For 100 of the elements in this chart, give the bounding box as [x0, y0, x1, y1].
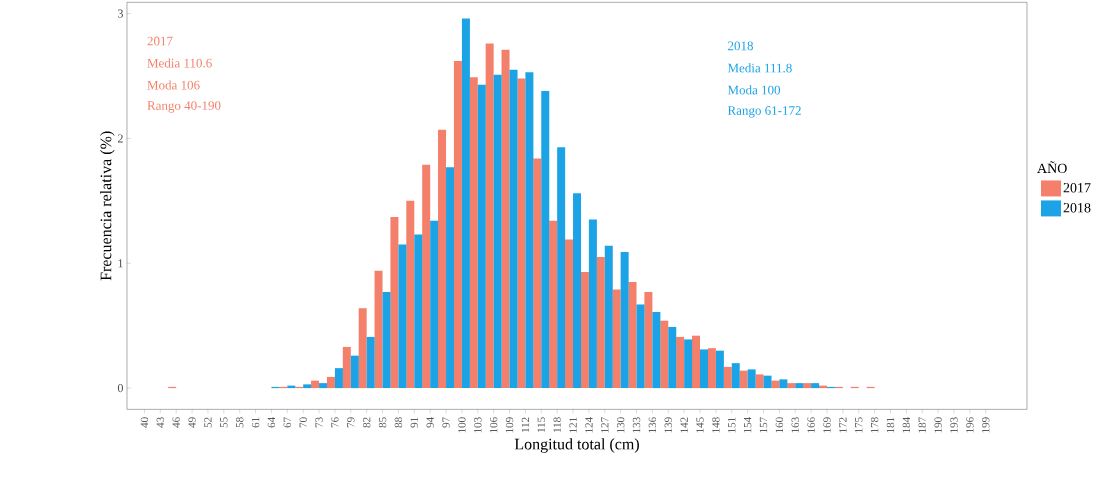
bar — [406, 200, 415, 389]
legend-title: AÑO — [1037, 161, 1067, 174]
bar — [422, 164, 431, 389]
x-tick-label: 67 — [283, 417, 291, 428]
bar — [795, 383, 804, 389]
x-tick-label: 109 — [505, 417, 514, 433]
annotation: Rango 61-172 — [727, 106, 801, 118]
legend-label: 2018 — [1063, 203, 1091, 213]
x-tick-label: 145 — [696, 417, 704, 433]
bar — [366, 336, 375, 389]
bar — [398, 244, 407, 389]
x-tick-label: 112 — [521, 417, 530, 432]
bar — [303, 384, 312, 389]
x-tick-label: 55 — [220, 417, 228, 428]
bar — [469, 77, 478, 389]
bar — [453, 61, 462, 389]
bar — [573, 193, 582, 389]
x-tick-label: 175 — [855, 417, 863, 433]
bar — [438, 129, 447, 389]
x-tick-label: 157 — [759, 417, 768, 433]
bar — [811, 383, 820, 389]
x-tick-label: 169 — [823, 417, 831, 433]
legend-label: 2017 — [1063, 183, 1091, 193]
bar — [374, 270, 383, 389]
bar — [580, 272, 589, 389]
bar — [676, 336, 685, 389]
x-tick-label: 130 — [616, 417, 625, 433]
y-tick-label: 3 — [118, 9, 123, 18]
x-tick-label: 88 — [394, 417, 403, 428]
bar — [636, 304, 645, 389]
bar — [533, 158, 542, 389]
bar — [596, 257, 605, 389]
annotation: Moda 100 — [727, 85, 781, 95]
x-tick-label: 94 — [426, 417, 434, 428]
bar — [707, 348, 716, 389]
x-tick-label: 100 — [458, 417, 466, 433]
bar — [771, 380, 780, 389]
x-tick-label: 133 — [632, 417, 641, 433]
bar — [501, 49, 510, 389]
x-tick-label: 58 — [235, 417, 244, 428]
x-tick-label: 40 — [140, 417, 149, 428]
annotation: Media 110.6 — [147, 58, 212, 68]
bar — [803, 383, 812, 389]
bar — [311, 380, 320, 389]
x-tick-label: 139 — [664, 417, 672, 433]
annotation: Rango 40-190 — [147, 101, 221, 113]
x-tick-label: 79 — [347, 417, 355, 428]
bar — [382, 291, 391, 389]
x-tick-label: 61 — [251, 417, 260, 428]
bar — [787, 383, 796, 389]
bar — [350, 355, 359, 389]
x-tick-label: 115 — [537, 417, 545, 432]
x-tick-label: 91 — [410, 417, 418, 428]
x-tick-label: 73 — [315, 417, 323, 428]
bar — [430, 220, 439, 389]
bar — [525, 72, 534, 389]
x-tick-label: 106 — [489, 417, 498, 433]
bar — [660, 320, 669, 389]
x-tick-label: 46 — [172, 417, 180, 428]
x-tick-label: 199 — [982, 417, 990, 433]
annotation: Media 111.8 — [727, 63, 792, 73]
x-tick-label: 142 — [680, 417, 688, 433]
x-tick-label: 187 — [918, 417, 926, 433]
bar — [414, 234, 423, 389]
bar — [358, 308, 367, 389]
bar — [390, 217, 399, 389]
x-tick-label: 181 — [886, 417, 895, 433]
x-tick-label: 97 — [442, 417, 450, 428]
x-tick-label: 103 — [474, 417, 482, 433]
x-tick-label: 118 — [553, 417, 561, 432]
x-tick-label: 148 — [712, 417, 720, 433]
x-tick-label: 43 — [156, 417, 165, 428]
bar — [319, 383, 328, 389]
bar — [652, 311, 661, 389]
x-tick-label: 178 — [870, 417, 879, 433]
bar — [755, 374, 764, 389]
x-tick-label: 163 — [791, 417, 799, 433]
bar — [334, 368, 343, 389]
bar — [485, 43, 494, 389]
bar — [739, 370, 748, 389]
x-tick-label: 166 — [807, 417, 815, 433]
bar — [692, 335, 701, 389]
bar — [549, 220, 558, 389]
x-tick-label: 190 — [934, 417, 942, 433]
x-tick-label: 184 — [902, 417, 911, 433]
bar — [477, 84, 486, 389]
x-tick-label: 52 — [204, 417, 212, 428]
bar — [446, 167, 455, 389]
annotation: Moda 106 — [147, 80, 200, 90]
bar — [326, 376, 335, 389]
x-axis-title: Longitud total (cm) — [514, 438, 639, 453]
x-tick-label: 196 — [966, 417, 974, 433]
bar — [461, 18, 470, 389]
bar — [747, 369, 756, 389]
bar — [620, 252, 629, 389]
y-tick-label: 0 — [117, 384, 123, 393]
bar — [779, 379, 788, 389]
y-tick-label: 2 — [117, 134, 123, 143]
bar — [684, 339, 693, 389]
x-tick-label: 193 — [950, 417, 958, 433]
